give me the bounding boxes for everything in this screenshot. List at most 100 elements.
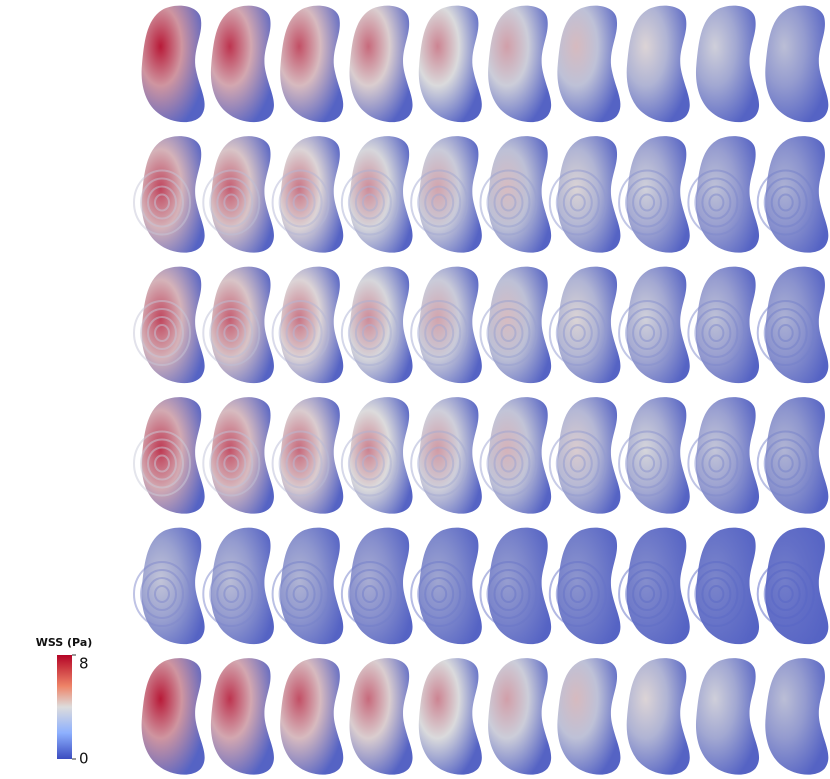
wss-ring <box>216 316 247 350</box>
wss-ring <box>285 185 316 220</box>
panel <box>479 397 552 514</box>
wss-ring <box>278 569 323 619</box>
wss-ring <box>770 446 801 481</box>
wss-ring <box>292 585 309 603</box>
wss-ring <box>639 454 656 473</box>
vessel-surface <box>418 658 482 775</box>
wss-ring <box>285 316 316 350</box>
wss-ring <box>417 308 462 358</box>
wss-ring <box>694 438 739 489</box>
wss-ring <box>500 585 517 603</box>
wss-ring <box>618 169 677 236</box>
wss-ring <box>133 561 191 627</box>
wss-ring <box>694 308 739 358</box>
wss-ring <box>147 185 177 220</box>
panel <box>202 266 274 384</box>
panel <box>349 658 413 775</box>
panel <box>479 527 552 645</box>
panel <box>756 136 829 253</box>
wss-ring <box>618 300 677 366</box>
wss-ring <box>701 316 732 350</box>
wss-ring <box>639 324 656 342</box>
wss-ring <box>431 585 448 603</box>
vessel-surface <box>695 5 760 123</box>
panel <box>488 658 552 775</box>
panel <box>340 136 413 253</box>
vessel-surface <box>695 658 760 775</box>
wss-ring <box>278 438 323 489</box>
wss-ring <box>361 324 378 342</box>
wss-ring <box>493 577 524 611</box>
wss-ring <box>431 324 448 342</box>
wss-ring <box>140 569 184 619</box>
wss-ring <box>548 430 607 497</box>
wss-ring <box>154 454 170 473</box>
wss-ring <box>223 193 240 212</box>
wss-ring <box>708 193 725 212</box>
wss-ring <box>285 577 316 611</box>
wss-ring <box>202 430 261 497</box>
wss-ring <box>278 308 323 358</box>
panel <box>271 397 344 514</box>
wss-ring <box>140 177 184 228</box>
vessel-surface <box>765 658 829 775</box>
wss-ring <box>417 177 462 228</box>
panel <box>271 527 344 645</box>
wss-ring <box>625 308 670 358</box>
wss-ring <box>687 169 746 236</box>
wss-ring <box>354 446 385 481</box>
wss-ring <box>147 446 177 481</box>
wss-ring <box>632 446 663 481</box>
panel <box>548 266 621 384</box>
wss-ring <box>209 438 254 489</box>
wss-ring <box>555 569 600 619</box>
wss-ring <box>202 561 261 627</box>
panel <box>687 136 760 253</box>
panel <box>695 658 760 775</box>
wss-ring <box>632 185 663 220</box>
vessel-surface <box>280 658 344 775</box>
wss-ring <box>548 300 607 366</box>
wss-ring <box>424 316 455 350</box>
wss-ring <box>361 585 378 603</box>
panel <box>349 5 413 123</box>
wss-ring <box>154 324 170 342</box>
wss-ring <box>486 569 531 619</box>
vessel-surface <box>418 5 482 123</box>
wss-ring <box>479 169 538 236</box>
wss-ring <box>625 177 670 228</box>
panel <box>557 658 621 775</box>
wss-ring <box>410 561 469 627</box>
panel <box>756 527 829 645</box>
wss-ring <box>701 185 732 220</box>
wss-ring <box>694 569 739 619</box>
panel <box>687 266 760 384</box>
wss-ring <box>569 193 586 212</box>
wss-ring <box>756 169 815 236</box>
wss-ring <box>354 577 385 611</box>
panel <box>479 266 552 384</box>
vessel-surface <box>141 658 205 775</box>
wss-ring <box>202 300 261 366</box>
panel <box>340 266 413 384</box>
wss-ring <box>347 569 392 619</box>
wss-ring <box>639 585 656 603</box>
colorbar <box>57 655 72 759</box>
wss-ring <box>763 569 808 619</box>
panel <box>133 266 205 384</box>
panel <box>340 397 413 514</box>
wss-ring <box>361 454 378 473</box>
vessel-surface <box>349 5 413 123</box>
wss-ring <box>493 446 524 481</box>
wss-ring <box>562 316 593 350</box>
panel <box>695 5 760 123</box>
wss-ring <box>486 438 531 489</box>
panel <box>618 266 690 384</box>
wss-ring <box>340 169 399 236</box>
wss-ring <box>479 300 538 366</box>
panel <box>548 527 621 645</box>
panel <box>202 136 274 253</box>
vessel-surface <box>626 658 690 775</box>
panel <box>765 5 829 123</box>
vessel-surface <box>765 5 829 123</box>
